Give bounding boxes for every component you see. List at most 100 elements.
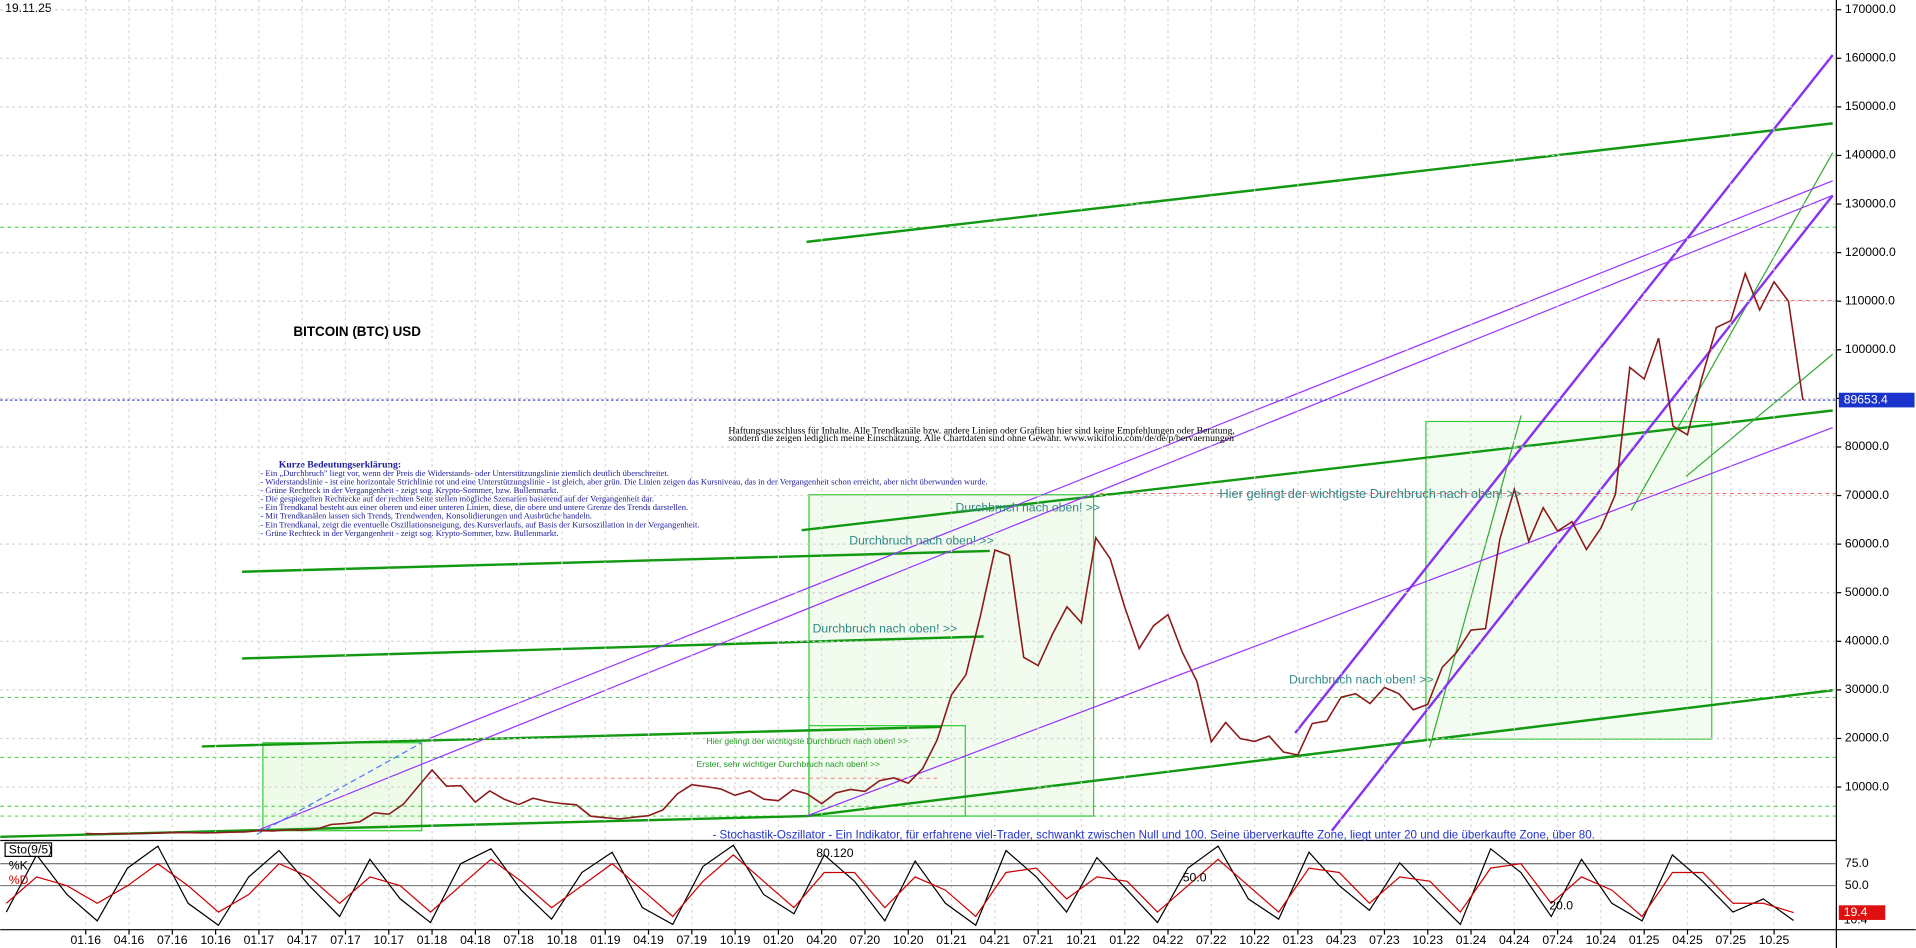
y-tick-label: 40000.0: [1845, 634, 1889, 648]
x-tick-label: 01.24: [1456, 933, 1487, 947]
current-price-label: 89653.4: [1844, 392, 1888, 406]
x-tick-label: 07.20: [850, 933, 881, 947]
x-tick-label: 10.17: [374, 933, 405, 947]
x-tick-label: 07.24: [1542, 933, 1573, 947]
trend-line: [256, 742, 422, 835]
y-tick-label: 60000.0: [1845, 536, 1889, 550]
x-tick-label: 07.18: [503, 933, 534, 947]
y-tick-label: 130000.0: [1845, 196, 1896, 210]
x-tick-label: 04.17: [287, 933, 318, 947]
x-tick-label: 01.17: [244, 933, 275, 947]
trend-line: [1685, 353, 1834, 477]
level-label: 50.0: [1183, 871, 1207, 885]
trend-line: [242, 635, 984, 660]
x-tick-label: 10.19: [720, 933, 751, 947]
x-tick-label: 04.23: [1326, 933, 1357, 947]
disclaimer: sondern die zeigen lediglich meine Einsc…: [728, 433, 1234, 444]
annotation: Hier gelingt der wichtigste Durchbruch n…: [706, 736, 907, 746]
x-tick-label: 10.16: [200, 933, 231, 947]
y-tick-label: 50000.0: [1845, 585, 1889, 599]
x-tick-label: 07.17: [330, 933, 361, 947]
annotation: Durchbruch nach oben! >>: [813, 621, 958, 635]
stochastic-line: [5, 844, 1794, 927]
y-tick-label: 160000.0: [1845, 51, 1896, 65]
x-tick-label: 01.18: [417, 933, 448, 947]
x-tick-label: 10.25: [1759, 933, 1790, 947]
x-tick-label: 01.21: [936, 933, 967, 947]
x-tick-label: 01.19: [590, 933, 621, 947]
x-tick-label: 01.23: [1283, 933, 1314, 947]
level-label: 20.0: [1549, 899, 1573, 913]
trend-line: [806, 689, 1833, 818]
y-tick-label: 140000.0: [1845, 148, 1896, 162]
y-tick-label: 20000.0: [1845, 731, 1889, 745]
y-tick-label: 10000.0: [1845, 779, 1889, 793]
y-tick-label: 120000.0: [1845, 245, 1896, 259]
note-line: - Ein „Durchbruch" liegt vor, wenn der P…: [260, 468, 668, 478]
x-tick-label: 01.25: [1629, 933, 1660, 947]
note-line: - Widerstandslinie - ist eine horizontal…: [260, 477, 987, 487]
x-tick-label: 04.22: [1153, 933, 1184, 947]
note-line: - Mit Trendkanälen lassen sich Trends, T…: [260, 511, 592, 521]
current-price-box: [1838, 392, 1915, 408]
trend-line: [1630, 152, 1834, 511]
annotation: Hier gelingt der wichtigste Durchbruch n…: [1219, 486, 1521, 501]
x-tick-label: 07.21: [1023, 933, 1054, 947]
x-tick-label: 10.22: [1239, 933, 1270, 947]
value-label: 19.4: [1844, 905, 1868, 919]
value-box: [1838, 905, 1886, 920]
y-tick-label: 70000.0: [1845, 488, 1889, 502]
trend-line: [242, 549, 990, 573]
y-tick-label: 150000.0: [1845, 99, 1896, 113]
annotation: Durchbruch nach oben! >>: [1289, 673, 1434, 687]
x-tick-label: 04.24: [1499, 933, 1530, 947]
legend-entry: %D: [9, 873, 29, 887]
trend-line: [1428, 415, 1522, 748]
note-line: - Die gespiegelten Rechtecke auf der rec…: [260, 494, 654, 504]
x-tick-label: 01.16: [70, 933, 101, 947]
x-tick-label: 07.19: [677, 933, 708, 947]
x-tick-label: 01.20: [763, 933, 794, 947]
indicator-description: - Stochastik-Oszillator - Ein Indikator,…: [712, 829, 1594, 842]
x-tick-label: 01.22: [1109, 933, 1140, 947]
disclaimer: Haftungsausschluss für Inhalte. Alle Tre…: [728, 425, 1234, 436]
x-tick-label: 04.16: [114, 933, 145, 947]
x-tick-label: 07.23: [1369, 933, 1400, 947]
annotation: Durchbruch nach oben! >>: [956, 500, 1101, 514]
x-tick-label: 07.16: [157, 933, 188, 947]
x-tick-label: 10.18: [547, 933, 578, 947]
x-tick-label: 04.19: [633, 933, 664, 947]
indicator-box: [4, 842, 53, 857]
y-tick-label: 110000.0: [1845, 293, 1895, 307]
x-tick-label: 04.18: [460, 933, 491, 947]
trend-line: [801, 409, 1833, 532]
x-tick-label: 10.23: [1412, 933, 1443, 947]
y-tick-label: 100000.0: [1845, 342, 1896, 356]
y-tick-label: 50.0: [1845, 878, 1869, 892]
chart-title: BITCOIN (BTC) USD: [293, 324, 421, 339]
indicator-title: Sto(9/5): [9, 842, 52, 856]
y-tick-label: 30000.0: [1845, 682, 1889, 696]
x-tick-label: 04.21: [980, 933, 1011, 947]
legend-entry: %K: [9, 858, 28, 872]
level-label: 80.120: [816, 846, 854, 860]
note-line: - Ein Trendkanal, zeigt die eventuelle O…: [260, 519, 699, 529]
x-tick-label: 10.20: [893, 933, 924, 947]
x-tick-label: 10.24: [1586, 933, 1617, 947]
channel-line: [1294, 54, 1834, 734]
x-tick-label: 04.25: [1672, 933, 1703, 947]
price-line: [85, 271, 1804, 835]
x-tick-label: 10.21: [1066, 933, 1097, 947]
scenario-box: [1425, 420, 1713, 740]
x-tick-label: 07.22: [1196, 933, 1227, 947]
channel-line: [427, 180, 1833, 740]
y-tick-label: 170000.0: [1845, 2, 1896, 16]
x-tick-label: 07.25: [1715, 933, 1746, 947]
trend-line: [201, 725, 941, 748]
notes-title: Kurze Bedeutungserklärung:: [279, 460, 401, 471]
date: 19.11.25: [5, 1, 52, 15]
trend-line: [806, 122, 1833, 244]
y-tick-label: 75.0: [1845, 856, 1869, 870]
